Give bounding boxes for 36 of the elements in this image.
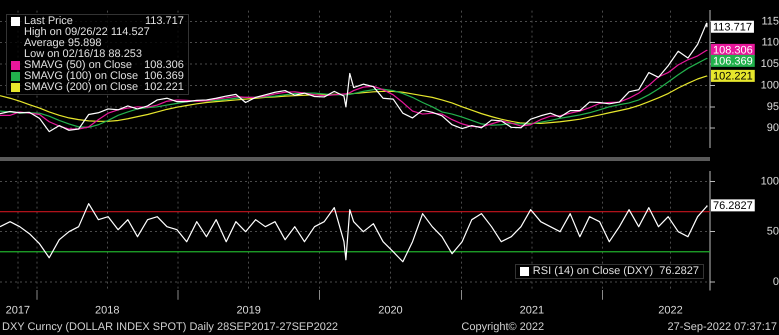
text: 108.306 [144,58,184,71]
data-label: 108.306 [713,44,753,56]
data-label: 106.369 [713,55,753,68]
x-tick-label: 2021 [520,304,544,316]
y-tick-label: 110 [761,36,779,49]
y-tick-label: 115 [761,15,779,28]
text: 113.717 [144,14,184,27]
x-tick-label: 2017 [6,304,30,316]
y-tick-label: 0 [772,276,779,288]
y-tick-label: 50 [766,226,779,238]
y-tick-label: 100 [760,79,779,92]
annotation: Low on 02/16/18 88.253 [23,48,144,60]
legend-label: Last Price [23,14,74,27]
legend-label: SMAVG (100) on Close [23,70,138,82]
x-tick-label: 2020 [378,304,403,316]
x-tick-label: 2019 [236,304,261,316]
y-tick-label: 105 [760,58,779,70]
legend-label: SMAVG (200) on Close [23,80,138,93]
data-label: 76.2827 [713,200,753,212]
y-tick-label: 90 [766,122,779,134]
text: 102.221 [144,80,184,93]
y-tick-label: 95 [766,100,779,113]
text: Copyright© 2022 [461,321,544,333]
annotation: High on 09/26/22 114.527 [23,26,151,38]
x-tick-label: 2018 [95,304,120,316]
text: 76.2827 [659,264,699,277]
text: 106.369 [144,70,184,82]
data-label: 113.717 [713,21,752,34]
legend-label: SMAVG (50) on Close [23,58,134,71]
text: DXY Curncy (DOLLAR INDEX SPOT) Daily 28SEP2017-27SEP2022 [2,321,338,333]
legend-label: RSI (14) on Close (DXY) [532,264,654,277]
text: 27-Sep-2022 07:37:17 [668,321,777,333]
data-label: 102.221 [713,70,753,82]
y-tick-label: 100 [760,176,779,188]
annotation: Average 95.898 [23,36,102,49]
x-tick-label: 2022 [658,304,683,316]
